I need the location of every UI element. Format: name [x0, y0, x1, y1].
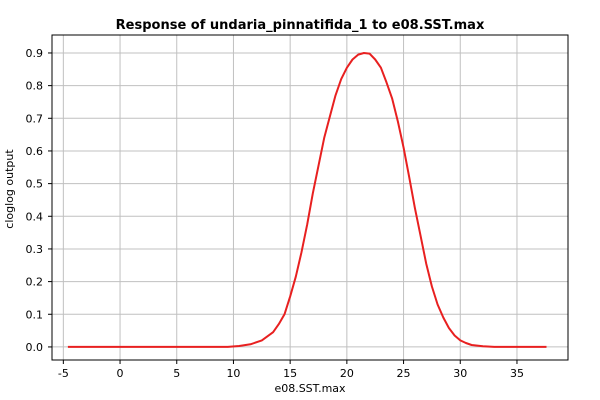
y-axis: 0.0 0.1 0.2 0.3 0.4 0.5 0.6 0.7 0.8 0.9	[26, 47, 52, 354]
x-axis-title: e08.SST.max	[274, 382, 346, 395]
x-tick-label: 30	[453, 367, 467, 380]
x-tick-label: 20	[340, 367, 354, 380]
x-tick-label: -5	[58, 367, 69, 380]
x-tick-label: 35	[510, 367, 524, 380]
y-axis-title: cloglog output	[3, 149, 16, 229]
y-tick-label: 0.0	[26, 341, 44, 354]
x-tick-label: 0	[117, 367, 124, 380]
series	[67, 52, 547, 348]
x-tick-label: 15	[283, 367, 297, 380]
y-tick-label: 0.6	[26, 145, 44, 158]
y-tick-label: 0.3	[26, 243, 44, 256]
x-tick-label: 10	[226, 367, 240, 380]
series-line	[67, 52, 547, 348]
y-tick-label: 0.7	[26, 112, 44, 125]
y-tick-label: 0.1	[26, 308, 44, 321]
x-axis: -5 0 5 10 15 20 25 30 35	[58, 360, 524, 380]
x-tick-label: 25	[397, 367, 411, 380]
chart-title: Response of undaria_pinnatifida_1 to e08…	[116, 18, 485, 33]
y-tick-label: 0.5	[26, 178, 44, 191]
y-tick-label: 0.9	[26, 47, 44, 60]
y-tick-label: 0.8	[26, 80, 44, 93]
grid	[52, 35, 568, 360]
plot-area-frame	[51, 34, 569, 361]
y-tick-label: 0.2	[26, 276, 44, 289]
x-tick-label: 5	[173, 367, 180, 380]
y-tick-label: 0.4	[26, 210, 44, 223]
